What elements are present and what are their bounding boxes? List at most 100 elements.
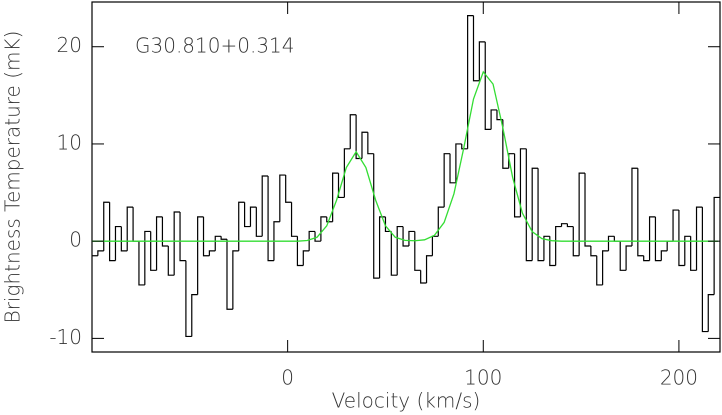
spectrum-step [437,206,445,237]
spectrum-step [602,250,609,285]
spectrum-step [537,168,544,262]
y-tick-label: 10 [57,130,82,154]
spectrum-step [267,176,274,262]
spectrum-step [109,202,116,262]
spectrum-step [461,143,468,150]
spectrum-step [402,226,409,247]
spectrum-step [296,236,304,267]
spectrum-step [590,246,597,257]
spectrum-step [261,175,269,237]
spectrum-step [478,41,486,81]
spectrum-step [525,148,533,262]
plot-frame [91,1,721,353]
x-tick-label: 0 [281,366,294,390]
spectrum-step [484,41,492,130]
spectrum-step [572,226,580,257]
spectrum-step [155,216,163,271]
spectrum-step [684,235,691,266]
spectrum-step [179,212,186,262]
spectrum-step [302,250,310,266]
x-axis-label: Velocity (km/s) [332,389,481,413]
spectrum-step [238,201,245,251]
spectrum-step [666,240,674,251]
spectrum-step [161,216,169,247]
spectrum-step [103,201,110,251]
spectrum-step [285,175,292,203]
spectrum-step [138,241,145,286]
spectrum-step [167,246,175,276]
spectrum-step [543,235,550,261]
spectrum-step [431,235,439,256]
spectrum-step [584,173,591,247]
y-tick-label: 20 [57,33,82,57]
spectrum-step [513,153,521,218]
spectrum-step [326,216,333,223]
spectrum-step [349,114,357,149]
spectrum-step [390,231,398,276]
spectrum-step [607,235,615,251]
spectrum-step [648,216,656,261]
x-tick-label: 100 [464,366,502,390]
spectrum-step [249,206,257,227]
spectrum-step [273,221,280,261]
spectrum-step [384,216,392,233]
spectrum-step [308,230,316,251]
spectrum-step [132,207,139,242]
spectrum-step [508,153,515,169]
spectrum-step [226,239,233,310]
y-tick-label: -10 [49,325,82,349]
spectrum-step [332,172,339,222]
spectrum-step [144,230,151,285]
spectrum-step [443,153,451,208]
spectrum-step [555,225,562,266]
spectrum-step [425,255,433,283]
spectrum-step [343,148,351,198]
spectrum-step [197,216,204,295]
spectrum-step [373,153,380,279]
spectrum-step [185,260,192,338]
spectrum-step [243,202,251,228]
spectrum-step [701,207,709,333]
spectrum-step [549,236,556,267]
spectrum-step [367,132,374,155]
spectrum-step [566,223,574,228]
spectrum-step [619,241,627,271]
spectrum-step [578,172,586,256]
plot-area [92,15,720,338]
spectrum-step [420,270,427,284]
spectrum-step [596,255,603,286]
spectrum-step [290,202,298,237]
spectrum-step [191,294,198,337]
spectrum-step [114,225,122,261]
spectrum-step [378,216,386,279]
spectrum-step [467,15,474,149]
spectrum-step [613,236,621,242]
spectrum-step [408,230,415,247]
fit-line [92,70,719,242]
spectrum-step [455,143,462,183]
spectrum-step [279,174,286,222]
spectrum-step [707,294,715,332]
spectrum-step [232,250,239,310]
spectrum-step [208,250,216,256]
spectrum-step [472,15,480,82]
spectrum-step [490,109,497,130]
spectrum-step [678,210,685,267]
spectrum-step [695,206,703,271]
spectrum-step [126,206,134,251]
spectrum-step [414,231,421,271]
spectrum-step [654,216,662,262]
x-tick-label: 200 [660,366,698,390]
y-tick-label: 0 [69,228,82,252]
spectrum-step [502,119,509,169]
spectrum-step [643,255,650,262]
spectrum-step [150,231,157,271]
spectrum-step [625,245,632,271]
spectrum-step [531,167,539,261]
spectrum-step [449,153,456,184]
spectrum-step [660,250,668,261]
spectrum-step [314,231,321,242]
spectrum-step [120,226,128,252]
